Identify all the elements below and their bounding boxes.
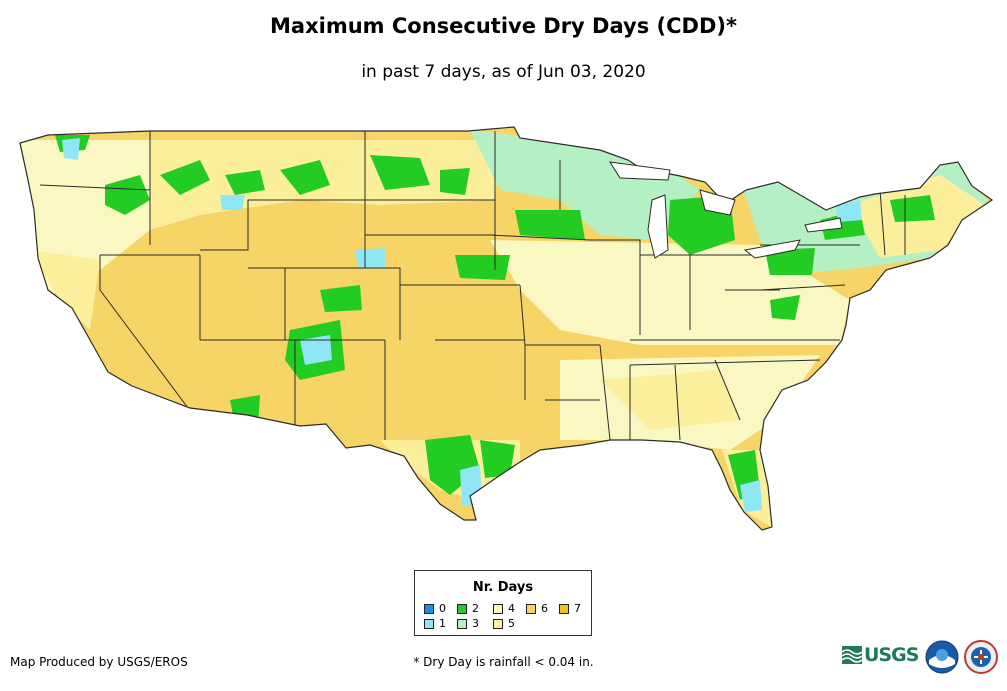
footnote-text: * Dry Day is rainfall < 0.04 in. xyxy=(413,655,594,669)
legend-label-7: 7 xyxy=(574,602,581,615)
map-subtitle: in past 7 days, as of Jun 03, 2020 xyxy=(361,62,646,82)
noaa-logo-icon xyxy=(925,640,959,674)
cdd-map xyxy=(19,126,994,531)
legend-label-2: 2 xyxy=(472,602,479,615)
map-title: Maximum Consecutive Dry Days (CDD)* xyxy=(270,14,737,38)
legend-swatch-7 xyxy=(559,604,569,614)
legend-swatch-1 xyxy=(424,619,434,629)
usgs-wave-icon xyxy=(842,646,862,664)
national-weather-service-logo-icon xyxy=(964,640,998,674)
legend-label-4: 4 xyxy=(508,602,515,615)
legend-label-5: 5 xyxy=(508,617,515,630)
credit-text: Map Produced by USGS/EROS xyxy=(10,655,188,669)
legend-swatch-3 xyxy=(457,619,467,629)
legend-label-6: 6 xyxy=(541,602,548,615)
legend-label-3: 3 xyxy=(472,617,479,630)
legend: Nr. Days 0 1 2 3 4 5 6 7 xyxy=(414,570,592,636)
usgs-logo: USGS xyxy=(842,644,919,669)
legend-swatch-0 xyxy=(424,604,434,614)
legend-title: Nr. Days xyxy=(472,580,534,595)
legend-label-0: 0 xyxy=(439,602,446,615)
legend-swatch-6 xyxy=(526,604,536,614)
legend-swatch-2 xyxy=(457,604,467,614)
usgs-logo-text: USGS xyxy=(864,644,919,666)
legend-label-1: 1 xyxy=(439,617,446,630)
legend-swatch-5 xyxy=(493,619,503,629)
legend-swatch-4 xyxy=(493,604,503,614)
